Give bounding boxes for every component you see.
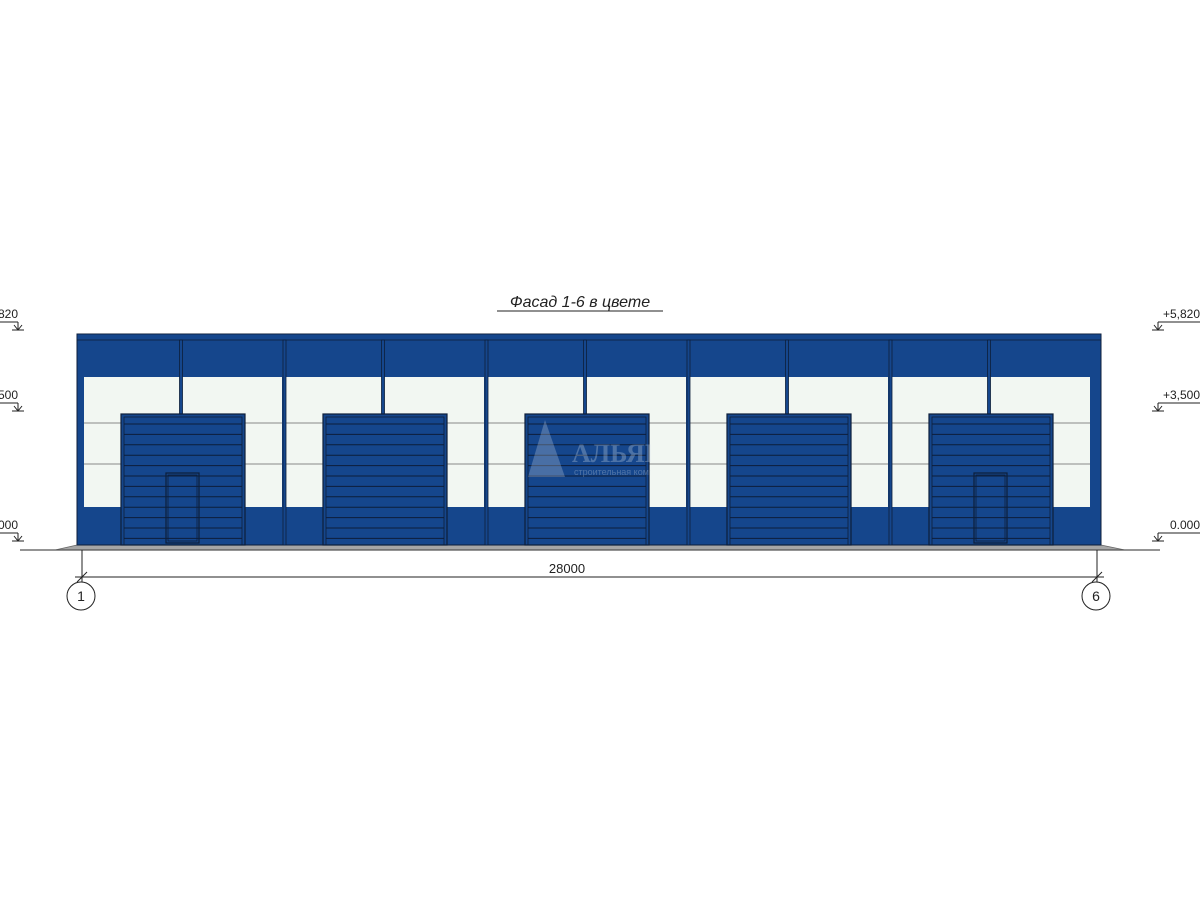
elevation-label: +3,500	[1163, 388, 1200, 402]
sectional-door	[726, 413, 852, 546]
dimension-line: 28000	[75, 550, 1104, 583]
elevation-mark-left: +5,820	[0, 307, 24, 331]
sectional-door	[524, 413, 650, 546]
elevation-label: 0.000	[0, 518, 18, 532]
mullion	[179, 339, 183, 415]
elevation-label: +5,820	[0, 307, 18, 321]
wicket-door	[973, 472, 1008, 544]
bay-2	[282, 339, 484, 546]
bay-5	[888, 339, 1090, 546]
elevation-mark-right: 0.000	[1152, 518, 1200, 542]
plinth	[54, 544, 1126, 551]
elevation-mark-left: +3,500	[0, 388, 24, 412]
dimension-label: 28000	[549, 561, 585, 576]
axis-marker-1: 1	[66, 581, 96, 611]
wicket-door	[165, 472, 200, 544]
sectional-door	[120, 413, 246, 546]
elevation-label: +5,820	[1163, 307, 1200, 321]
elevation-mark-left: 0.000	[0, 518, 24, 542]
elevation-label: +3,500	[0, 388, 18, 402]
bay-1	[84, 339, 282, 546]
column	[484, 339, 489, 546]
svg-text:строительная компания: строительная компания	[574, 467, 674, 477]
elevation-label: 0.000	[1170, 518, 1200, 532]
sectional-door	[322, 413, 448, 546]
bay-3	[484, 339, 686, 546]
mullion	[785, 339, 789, 415]
axis-marker-6: 6	[1081, 581, 1111, 611]
roof-edge	[76, 333, 1102, 341]
drawing-title: Фасад 1-6 в цвете	[510, 294, 650, 311]
mullion	[987, 339, 991, 415]
sectional-door	[928, 413, 1054, 546]
column	[888, 339, 893, 546]
bay-4	[686, 339, 888, 546]
mullion	[381, 339, 385, 415]
column	[686, 339, 691, 546]
elevation-mark-right: +5,820	[1152, 307, 1200, 331]
svg-text:1: 1	[77, 588, 85, 604]
svg-text:АЛЬЯНС: АЛЬЯНС	[572, 439, 684, 468]
svg-text:6: 6	[1092, 588, 1100, 604]
elevation-mark-right: +3,500	[1152, 388, 1200, 412]
mullion	[583, 339, 587, 415]
column	[282, 339, 287, 546]
